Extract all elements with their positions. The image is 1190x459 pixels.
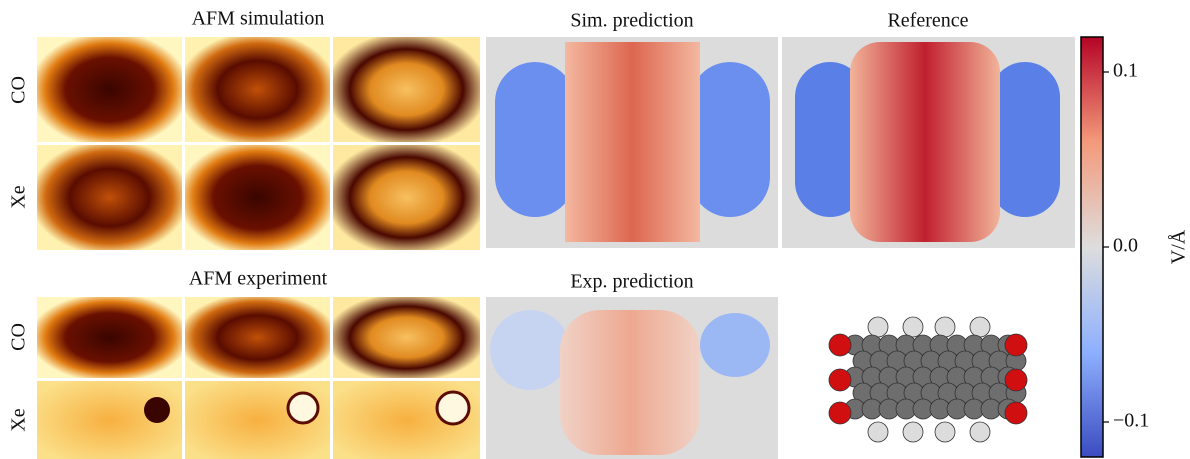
colorbar-tick-label: 0.0 bbox=[1113, 235, 1138, 257]
negative-region bbox=[990, 62, 1060, 217]
afm-image bbox=[185, 145, 330, 250]
negative-region bbox=[700, 313, 770, 377]
atom bbox=[828, 333, 852, 357]
panel-title: AFM experiment bbox=[189, 268, 328, 290]
atom bbox=[1004, 401, 1028, 425]
atom bbox=[902, 421, 924, 443]
colorbar-label: V/Å bbox=[1168, 229, 1190, 264]
afm-feature bbox=[435, 390, 471, 426]
colorbar bbox=[1080, 36, 1104, 458]
panel-title: Sim. prediction bbox=[570, 10, 693, 32]
afm-image bbox=[37, 297, 182, 378]
panel-title: Exp. prediction bbox=[570, 271, 693, 293]
molecule bbox=[828, 316, 1028, 443]
negative-region bbox=[490, 310, 570, 390]
colorbar-tick-label: −0.1 bbox=[1113, 410, 1149, 432]
afm-image bbox=[37, 145, 182, 250]
afm-image bbox=[185, 297, 330, 378]
afm-simulation-images bbox=[37, 37, 480, 250]
afm-feature bbox=[144, 397, 170, 423]
atom bbox=[1004, 368, 1028, 392]
row-label: CO bbox=[8, 323, 30, 351]
atom bbox=[902, 316, 924, 338]
atom bbox=[969, 316, 991, 338]
reference-image bbox=[782, 37, 1075, 248]
panel-title: AFM simulation bbox=[192, 8, 325, 30]
atom bbox=[934, 316, 956, 338]
afm-image bbox=[37, 37, 182, 142]
atom bbox=[1004, 333, 1028, 357]
positive-region bbox=[565, 42, 700, 242]
positive-region bbox=[850, 42, 1000, 242]
atom bbox=[828, 368, 852, 392]
afm-experiment-images bbox=[37, 297, 480, 459]
negative-region bbox=[795, 62, 865, 217]
atom bbox=[969, 421, 991, 443]
atom bbox=[934, 421, 956, 443]
negative-region bbox=[690, 62, 770, 217]
colorbar-ticks: 0.1 0.0 −0.1 bbox=[1103, 60, 1149, 432]
exp-prediction-image bbox=[486, 297, 778, 459]
atom bbox=[867, 316, 889, 338]
row-label: Xe bbox=[8, 408, 30, 431]
afm-feature bbox=[286, 391, 320, 425]
atom bbox=[828, 401, 852, 425]
colorbar-tick-label: 0.1 bbox=[1113, 60, 1138, 82]
atom bbox=[867, 421, 889, 443]
row-label: Xe bbox=[8, 185, 30, 208]
afm-image bbox=[333, 145, 480, 250]
row-label: CO bbox=[8, 76, 30, 104]
positive-region bbox=[560, 310, 700, 455]
afm-image bbox=[185, 37, 330, 142]
afm-image bbox=[333, 297, 480, 378]
panel-title: Reference bbox=[887, 10, 968, 32]
negative-region bbox=[495, 62, 575, 217]
sim-prediction-image bbox=[486, 37, 778, 248]
afm-image bbox=[333, 37, 480, 142]
